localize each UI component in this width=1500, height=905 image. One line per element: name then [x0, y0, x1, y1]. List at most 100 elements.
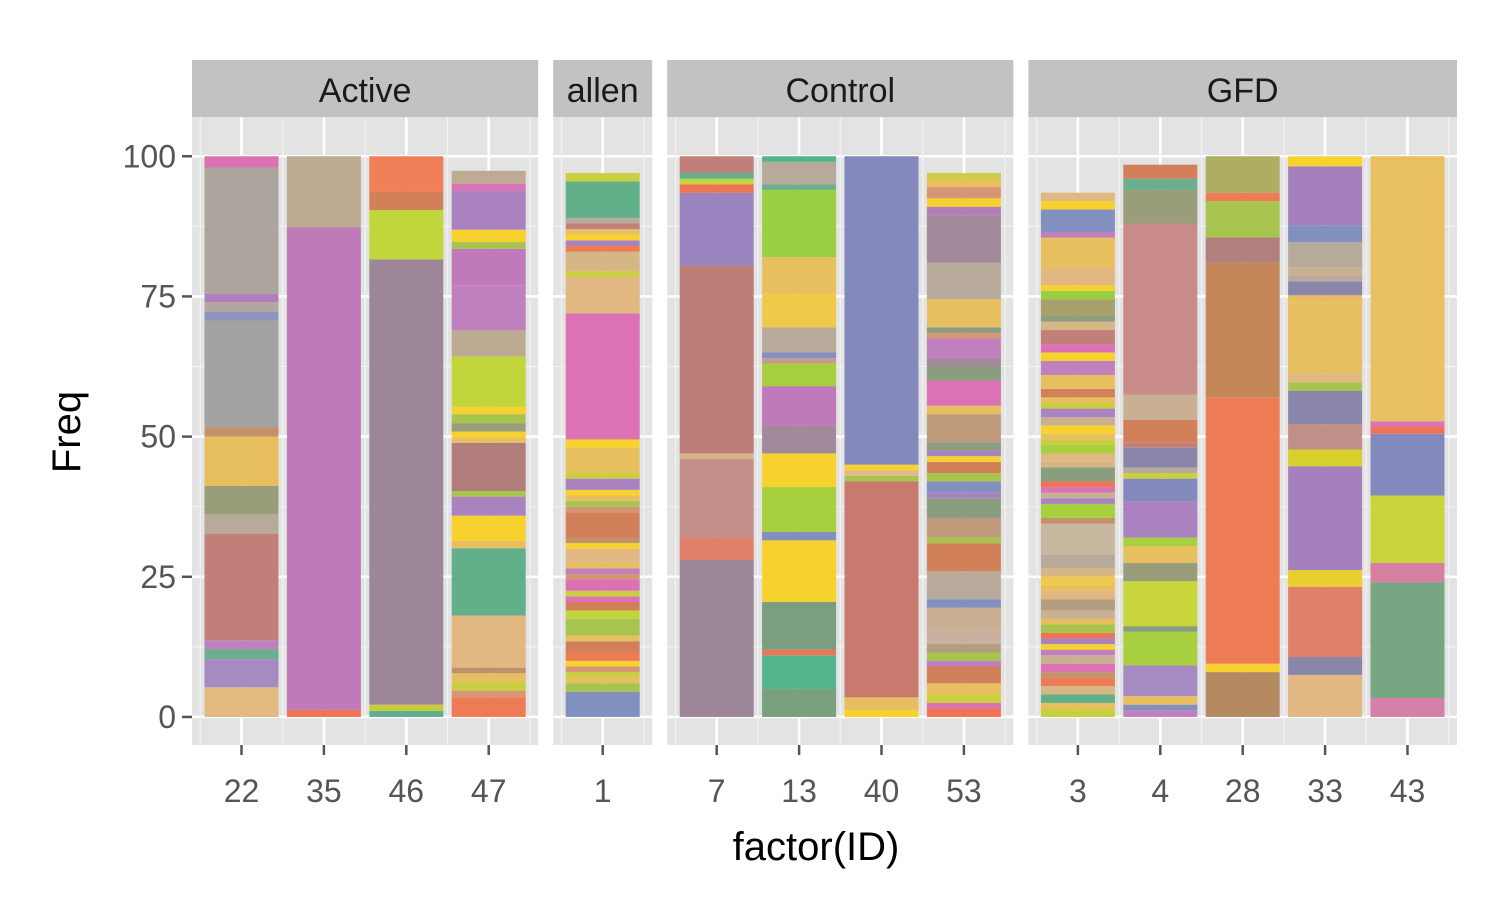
bar-segment [1288, 373, 1363, 383]
bar-segment [204, 649, 279, 660]
facet-strip [553, 60, 653, 117]
bar-segment [1288, 242, 1363, 268]
bar-segment [1040, 352, 1115, 361]
bar-segment [1040, 388, 1115, 398]
bar-segment [844, 475, 919, 482]
bar-segment [565, 473, 640, 479]
bar-segment [844, 710, 919, 717]
bar-segment [451, 490, 526, 497]
bar-segment [565, 641, 640, 653]
bar-segment [1370, 421, 1445, 428]
bar-segment [926, 473, 1001, 482]
bar-segment [1040, 632, 1115, 639]
bar-segment [1040, 321, 1115, 331]
x-tick-label: 1 [594, 773, 612, 809]
x-tick-label: 33 [1307, 773, 1343, 809]
bar-segment [1040, 374, 1115, 389]
x-tick-label: 28 [1225, 773, 1261, 809]
facet-strip-label: Active [319, 72, 412, 110]
bar-segment [1205, 237, 1280, 263]
bar-segment [1123, 442, 1198, 448]
bar-segment [451, 540, 526, 549]
bar-segment [565, 506, 640, 513]
bar-segment [1040, 433, 1115, 440]
bar-segment [679, 265, 754, 454]
bar-segment [926, 327, 1001, 333]
bar-segment [1040, 517, 1115, 524]
bar-segment [1205, 156, 1280, 193]
facet-panel-gfd: GFD 3 4 28 33 43 [1028, 60, 1457, 809]
bar-segment [1370, 156, 1445, 162]
bar-segment [1040, 192, 1115, 202]
bar-segment [926, 358, 1001, 367]
bar-segment [565, 590, 640, 597]
bar-segment [451, 190, 526, 230]
bar-segment [565, 173, 640, 182]
bar-segment [1288, 281, 1363, 296]
bar-segment [451, 442, 526, 491]
bar-segment [1288, 449, 1363, 467]
bar-segment [1123, 478, 1198, 502]
bar-segment [1288, 303, 1363, 374]
x-tick-label: 40 [864, 773, 900, 809]
bar-segment [1040, 523, 1115, 555]
bar-1 [565, 173, 640, 717]
bar-segment [762, 688, 837, 717]
bar-segment [1288, 586, 1363, 657]
bar-segment [451, 414, 526, 424]
bar-segment [369, 156, 444, 192]
bar-segment [1288, 275, 1363, 282]
y-axis: 0 25 50 75 100 [123, 138, 192, 735]
bar-segment [451, 515, 526, 541]
bar-segment [926, 299, 1001, 328]
bar-segment [1123, 562, 1198, 582]
bar-segment [1123, 164, 1198, 179]
x-tick-label: 43 [1390, 773, 1426, 809]
bar-segment [565, 635, 640, 642]
bar-segment [1123, 581, 1198, 627]
bar-segment [565, 229, 640, 235]
bar-segment [451, 667, 526, 674]
bar-segment [1040, 624, 1115, 633]
bar-segment [844, 156, 919, 465]
bar-segment [565, 562, 640, 569]
bar-segment [451, 423, 526, 432]
bar-segment [926, 683, 1001, 695]
bar-segment [1123, 467, 1198, 474]
bar-segment [926, 187, 1001, 199]
bar-segment [1040, 610, 1115, 619]
bar-segment [451, 673, 526, 683]
x-tick-label: 4 [1151, 773, 1169, 809]
bar-53 [926, 173, 1001, 717]
facet-strip [667, 60, 1014, 117]
bar-segment [204, 485, 279, 514]
bar-segment [1040, 344, 1115, 353]
bar-segment [565, 677, 640, 684]
bar-segment [565, 234, 640, 241]
bar-segment [1040, 481, 1115, 488]
bar-segment [679, 559, 754, 717]
bar-segment [1040, 439, 1115, 446]
bar-segment [565, 439, 640, 448]
bar-segment [565, 240, 640, 246]
bar-46 [369, 156, 444, 717]
bar-segment [1040, 425, 1115, 434]
bar-segment [1123, 394, 1198, 420]
bar-segment [762, 602, 837, 650]
bar-segment [926, 708, 1001, 717]
bar-segment [762, 655, 837, 689]
bar-segment [1205, 262, 1280, 398]
bar-segment [1040, 503, 1115, 518]
bar-segment [1288, 656, 1363, 675]
bar-segment [1040, 644, 1115, 650]
bar-segment [565, 478, 640, 490]
bar-segment [565, 579, 640, 591]
bar-segment [1040, 568, 1115, 577]
bar-segment [451, 330, 526, 357]
bar-segment [926, 198, 1001, 207]
bar-segment [1040, 599, 1115, 611]
bar-segment [565, 271, 640, 277]
bar-segment [926, 456, 1001, 462]
bar-segment [451, 690, 526, 698]
bar-segment [926, 366, 1001, 381]
